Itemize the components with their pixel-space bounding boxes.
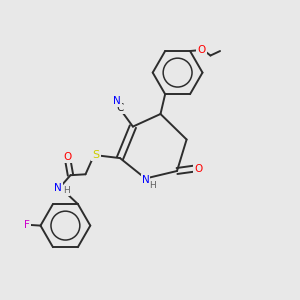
- Text: O: O: [63, 152, 71, 162]
- Text: N: N: [142, 175, 149, 185]
- Text: F: F: [24, 220, 30, 230]
- Text: N: N: [113, 96, 121, 106]
- Text: N: N: [54, 183, 62, 193]
- Text: S: S: [92, 150, 100, 160]
- Text: C: C: [116, 103, 124, 113]
- Text: H: H: [150, 182, 156, 190]
- Text: H: H: [63, 186, 69, 195]
- Text: O: O: [194, 164, 202, 174]
- Text: O: O: [197, 45, 206, 55]
